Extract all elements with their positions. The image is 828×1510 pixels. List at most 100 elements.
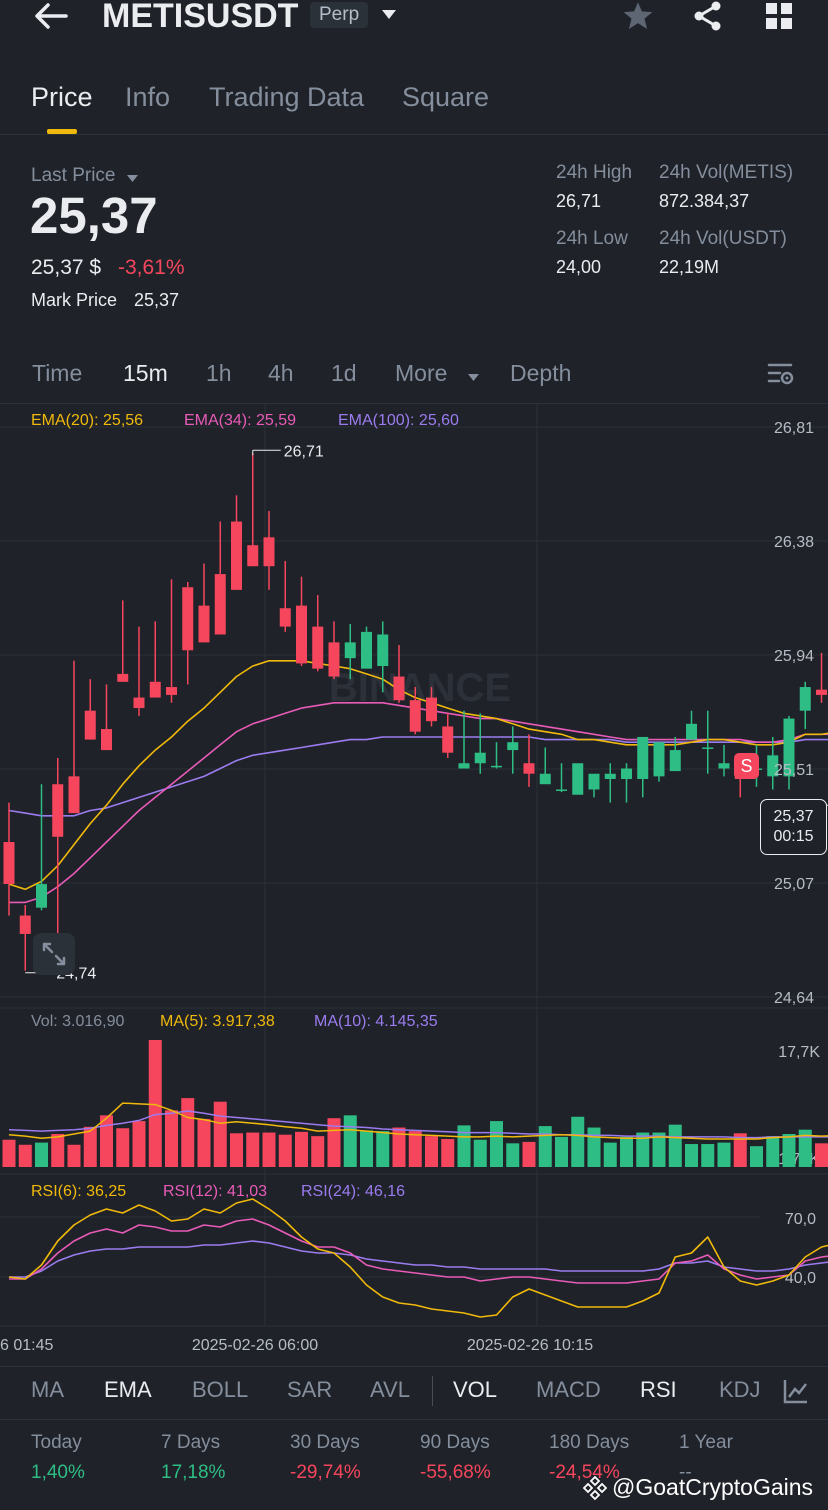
candle-body — [653, 742, 665, 777]
volume-bar — [132, 1121, 146, 1167]
rsi-tick-label: 40,0 — [785, 1270, 816, 1287]
stat-label-30d: 30 Days — [290, 1432, 360, 1453]
candle-body — [377, 634, 389, 667]
tab-trading-data[interactable]: Trading Data — [209, 82, 365, 112]
volume-bar — [490, 1121, 503, 1167]
volume-bar — [18, 1144, 32, 1167]
candle-body — [572, 763, 584, 795]
x-tick-label: 2025-02-26 06:00 — [192, 1337, 318, 1354]
candle-body — [68, 776, 80, 814]
tf-time[interactable]: Time — [32, 360, 83, 386]
ind-macd[interactable]: MACD — [536, 1377, 601, 1402]
candle-body — [637, 736, 649, 779]
handle-text: @GoatCryptoGains — [612, 1474, 814, 1500]
candle-body — [149, 681, 161, 698]
vol-legend-item: Vol: 3.016,90 — [31, 1013, 125, 1030]
star-icon[interactable] — [620, 0, 656, 32]
candle-body — [231, 521, 242, 590]
volume-bar — [522, 1141, 536, 1167]
volume-bar — [782, 1133, 796, 1167]
price-change: -3,61% — [118, 256, 185, 279]
volume-bar — [148, 1040, 162, 1167]
ind-ema[interactable]: EMA — [104, 1377, 152, 1402]
vol-metis-value: 872.384,37 — [659, 191, 750, 211]
volume-bar — [343, 1115, 357, 1167]
ind-kdj[interactable]: KDJ — [719, 1377, 761, 1402]
candle-body — [52, 784, 64, 837]
tf-depth[interactable]: Depth — [510, 360, 572, 386]
y-tick-label: 26,38 — [774, 534, 814, 551]
chart-settings-icon[interactable] — [767, 361, 795, 392]
ind-sar[interactable]: SAR — [287, 1377, 333, 1402]
tabs-divider — [0, 134, 828, 135]
rsi-tick-label: 70,0 — [785, 1211, 816, 1228]
candle-body — [507, 742, 519, 751]
stat-value-90d: -55,68% — [420, 1462, 491, 1483]
y-tick-label: 25,51 — [774, 762, 814, 779]
volume-bar — [441, 1139, 455, 1167]
candle-body — [296, 605, 307, 664]
tf-1h[interactable]: 1h — [206, 360, 232, 386]
ema20-line — [8, 659, 828, 891]
ind-ma[interactable]: MA — [31, 1377, 64, 1402]
volume-bar — [555, 1136, 568, 1167]
ind-rsi[interactable]: RSI — [640, 1377, 677, 1402]
caret-down-icon[interactable] — [467, 369, 480, 387]
arrow-left-icon[interactable] — [30, 0, 72, 32]
ema-legend-item: EMA(100): 25,60 — [338, 412, 459, 429]
stat-value-1y: -- — [679, 1462, 692, 1483]
symbol-title[interactable]: METISUSDT — [102, 0, 299, 35]
volume-bar — [311, 1136, 325, 1167]
volume-bar — [587, 1127, 601, 1167]
ind-vol[interactable]: VOL — [453, 1377, 498, 1402]
ind-avl[interactable]: AVL — [370, 1377, 410, 1402]
rsi-legend-item: RSI(6): 36,25 — [31, 1183, 126, 1200]
volume-bar — [35, 1142, 48, 1167]
tf-1d[interactable]: 1d — [331, 360, 357, 386]
volume-bar — [620, 1136, 633, 1167]
volume-bar — [668, 1124, 682, 1167]
chart-settings-icon[interactable] — [783, 1378, 809, 1409]
candle-body — [621, 768, 632, 779]
stats-divider — [0, 1419, 828, 1420]
candle-body — [458, 763, 470, 769]
y-tick-label: 26,81 — [774, 420, 814, 437]
candle-body — [312, 626, 324, 669]
stat-label-90d: 90 Days — [420, 1432, 490, 1453]
tab-square[interactable]: Square — [402, 82, 490, 112]
expand-icon[interactable] — [33, 933, 75, 975]
volume-bar — [538, 1126, 552, 1167]
sell-signal-marker[interactable]: S — [734, 753, 759, 779]
candle-body — [426, 697, 437, 722]
caret-down-icon[interactable] — [126, 170, 139, 188]
volume-bar — [652, 1132, 666, 1167]
volume-bar — [197, 1118, 211, 1167]
ind-separator — [432, 1376, 433, 1406]
tf-4h[interactable]: 4h — [268, 360, 294, 386]
candle-body — [442, 726, 454, 753]
stat-label-today: Today — [31, 1432, 82, 1453]
last-price-label[interactable]: Last Price — [31, 165, 116, 186]
share-icon[interactable] — [690, 0, 726, 32]
volume-bar — [392, 1127, 406, 1167]
tf-more[interactable]: More — [395, 360, 448, 386]
candle-body — [361, 631, 372, 669]
caret-down-icon[interactable] — [378, 4, 400, 24]
volume-bar — [67, 1144, 81, 1167]
ema100-line — [8, 736, 828, 817]
candle-body — [604, 773, 616, 779]
grid-icon[interactable] — [762, 0, 796, 32]
stat-value-7d: 17,18% — [161, 1462, 226, 1483]
tab-info[interactable]: Info — [125, 82, 171, 112]
volume-bar — [278, 1134, 292, 1167]
current-price-box: 25,37 00:15 — [760, 799, 827, 855]
vol-usdt-value: 22,19M — [659, 257, 720, 277]
volume-bar — [733, 1133, 747, 1167]
tab-price[interactable]: Price — [31, 82, 93, 112]
rsi6-line — [8, 1198, 828, 1318]
volume-bar — [246, 1132, 260, 1167]
ind-boll[interactable]: BOLL — [192, 1377, 249, 1402]
tf-15m[interactable]: 15m — [123, 360, 168, 386]
volume-bar — [230, 1133, 243, 1167]
